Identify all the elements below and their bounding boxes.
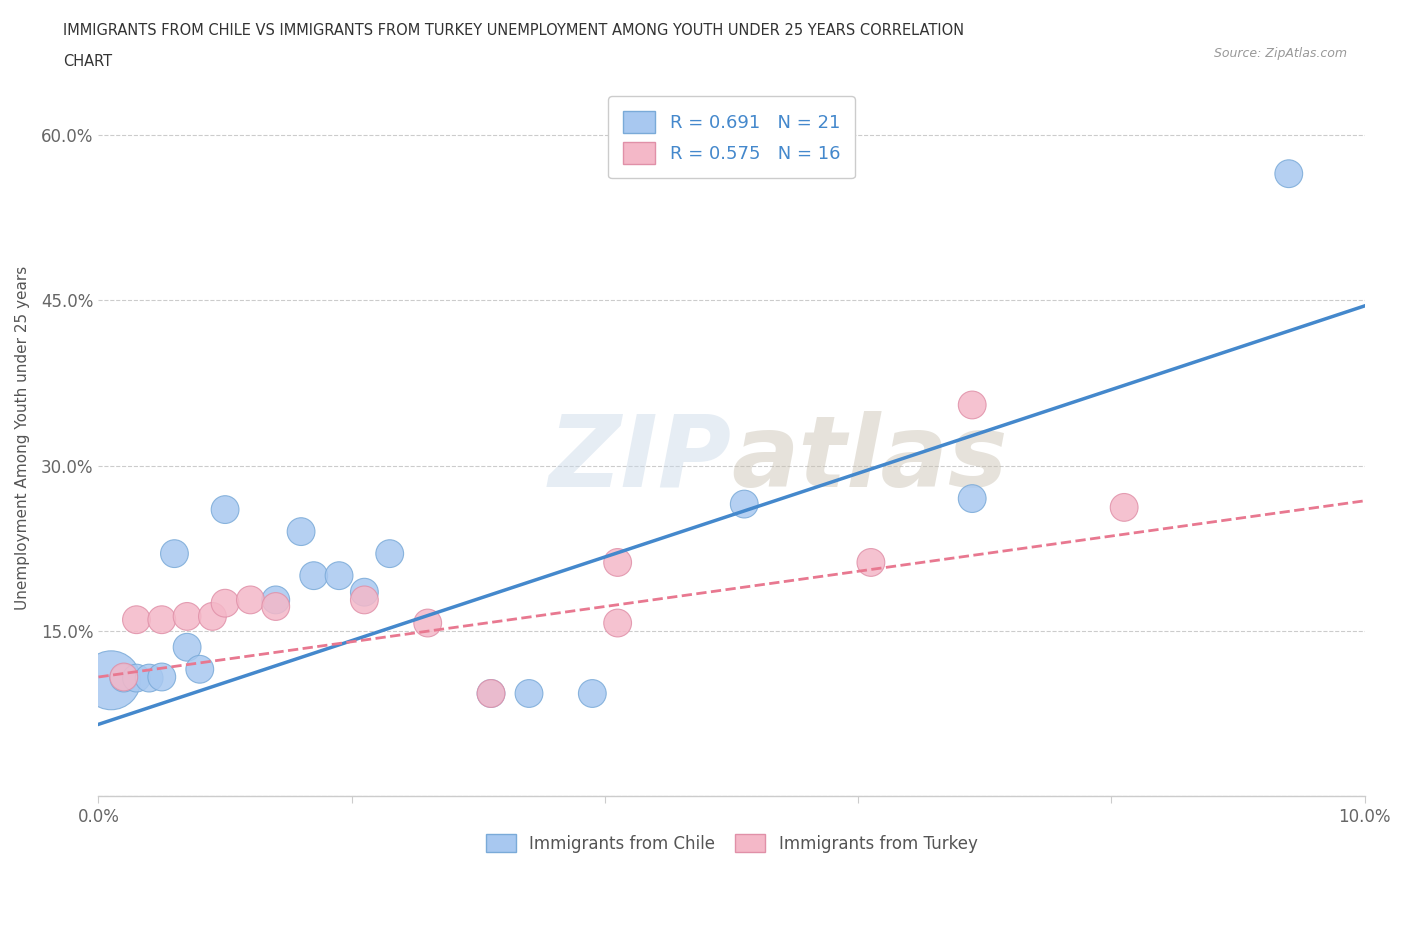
Point [302, 568, 325, 583]
Point [125, 612, 148, 627]
Point [125, 671, 148, 685]
Point [1114, 500, 1136, 515]
Point [353, 585, 375, 600]
Point [606, 616, 628, 631]
Y-axis label: Unemployment Among Youth under 25 years: Unemployment Among Youth under 25 years [15, 266, 30, 610]
Text: atlas: atlas [731, 411, 1008, 508]
Point [479, 686, 502, 701]
Legend: Immigrants from Chile, Immigrants from Turkey: Immigrants from Chile, Immigrants from T… [479, 827, 984, 859]
Point [733, 497, 755, 512]
Point [353, 592, 375, 607]
Point [138, 671, 160, 685]
Point [214, 596, 236, 611]
Point [479, 686, 502, 701]
Point [581, 686, 603, 701]
Point [606, 555, 628, 570]
Text: IMMIGRANTS FROM CHILE VS IMMIGRANTS FROM TURKEY UNEMPLOYMENT AMONG YOUTH UNDER 2: IMMIGRANTS FROM CHILE VS IMMIGRANTS FROM… [63, 23, 965, 38]
Point [290, 525, 312, 539]
Point [214, 502, 236, 517]
Point [112, 671, 135, 685]
Point [264, 599, 287, 614]
Point [328, 568, 350, 583]
Point [859, 555, 882, 570]
Text: CHART: CHART [63, 54, 112, 69]
Point [100, 672, 122, 687]
Point [960, 491, 983, 506]
Point [416, 616, 439, 631]
Point [378, 546, 401, 561]
Point [112, 670, 135, 684]
Point [201, 609, 224, 624]
Point [517, 686, 540, 701]
Point [1278, 166, 1301, 181]
Point [264, 592, 287, 607]
Point [239, 592, 262, 607]
Point [150, 612, 173, 627]
Point [188, 662, 211, 677]
Point [176, 640, 198, 655]
Point [163, 546, 186, 561]
Point [176, 609, 198, 624]
Point [960, 397, 983, 412]
Text: Source: ZipAtlas.com: Source: ZipAtlas.com [1213, 46, 1347, 60]
Point [150, 670, 173, 684]
Text: ZIP: ZIP [548, 411, 731, 508]
